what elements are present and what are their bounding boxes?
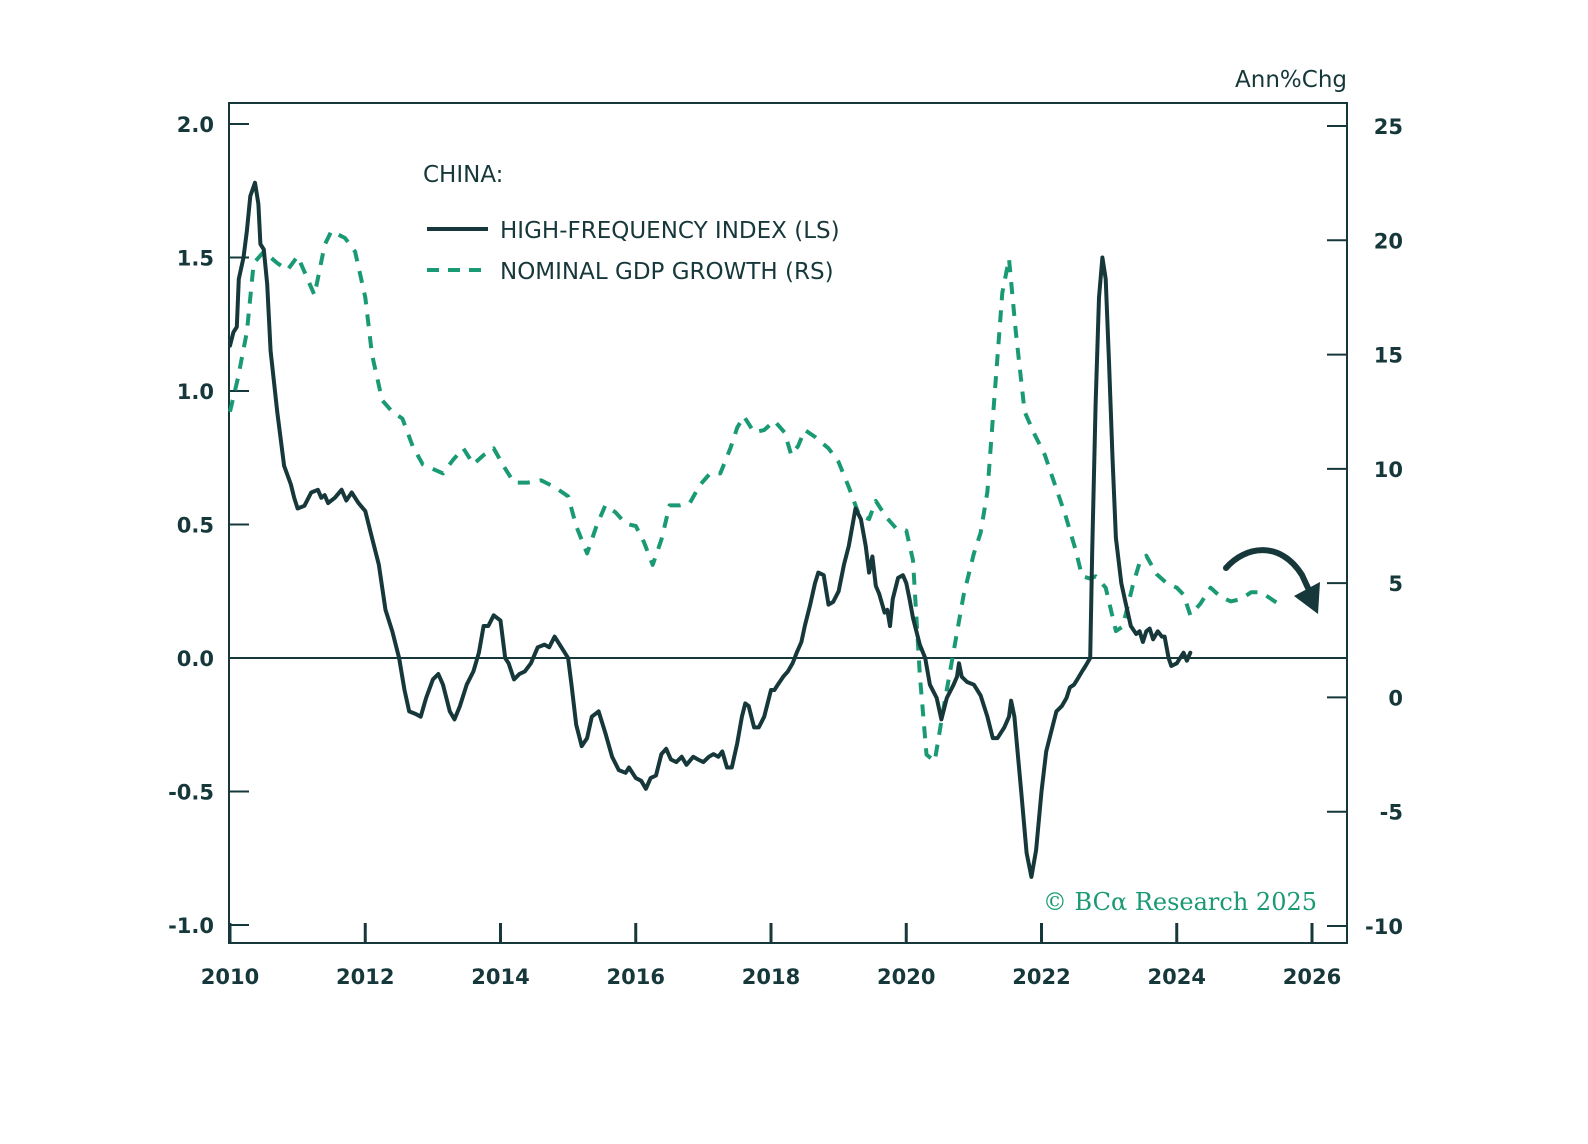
right-tick-label: 15 (1374, 344, 1403, 368)
axes: 2.0 1.5 1.0 0.5 0.0 -0.5 -1.0 25 20 15 10 5 0 -5 -10 20… (168, 102, 1403, 989)
left-tick-label: 0.5 (177, 514, 214, 538)
left-tick-label: 1.0 (177, 380, 214, 404)
right-tick-label: 0 (1388, 686, 1403, 710)
left-tick-label: 2.0 (177, 113, 214, 137)
plot-frame (228, 102, 1348, 944)
x-tick-label: 2018 (742, 965, 800, 989)
right-tick-label: 25 (1374, 115, 1403, 139)
right-tick-label: 20 (1374, 229, 1403, 253)
copyright-label: © BCα Research 2025 (1043, 888, 1317, 916)
x-tick-label: 2022 (1012, 965, 1070, 989)
legend: CHINA: HIGH-FREQUENCY INDEX (LS) NOMINAL… (423, 162, 840, 285)
forecast-arrow-icon (1223, 547, 1320, 614)
x-tick-label: 2010 (201, 965, 259, 989)
left-tick-label: -0.5 (168, 781, 214, 805)
legend-label-index: HIGH-FREQUENCY INDEX (LS) (500, 218, 840, 244)
series-line-high-frequency-index (228, 180, 1193, 879)
legend-label-gdp: NOMINAL GDP GROWTH (RS) (500, 259, 834, 285)
right-tick-label: -10 (1365, 915, 1403, 939)
right-tick-label: 10 (1374, 458, 1403, 482)
left-tick-label: -1.0 (168, 914, 214, 938)
x-tick-label: 2012 (336, 965, 394, 989)
right-axis-unit-label: Ann%Chg (1235, 67, 1347, 93)
x-tick-label: 2024 (1148, 965, 1206, 989)
x-tick-label: 2020 (877, 965, 935, 989)
legend-title: CHINA: (423, 162, 503, 188)
series-layer (228, 180, 1280, 879)
left-tick-label: 1.5 (177, 247, 214, 271)
right-tick-label: 5 (1388, 572, 1403, 596)
x-tick-label: 2016 (607, 965, 665, 989)
x-tick-label: 2026 (1283, 965, 1341, 989)
series-line-nominal-gdp-growth (228, 229, 1280, 764)
left-tick-label: 0.0 (177, 647, 214, 671)
x-tick-label: 2014 (471, 965, 529, 989)
right-tick-label: -5 (1380, 801, 1403, 825)
